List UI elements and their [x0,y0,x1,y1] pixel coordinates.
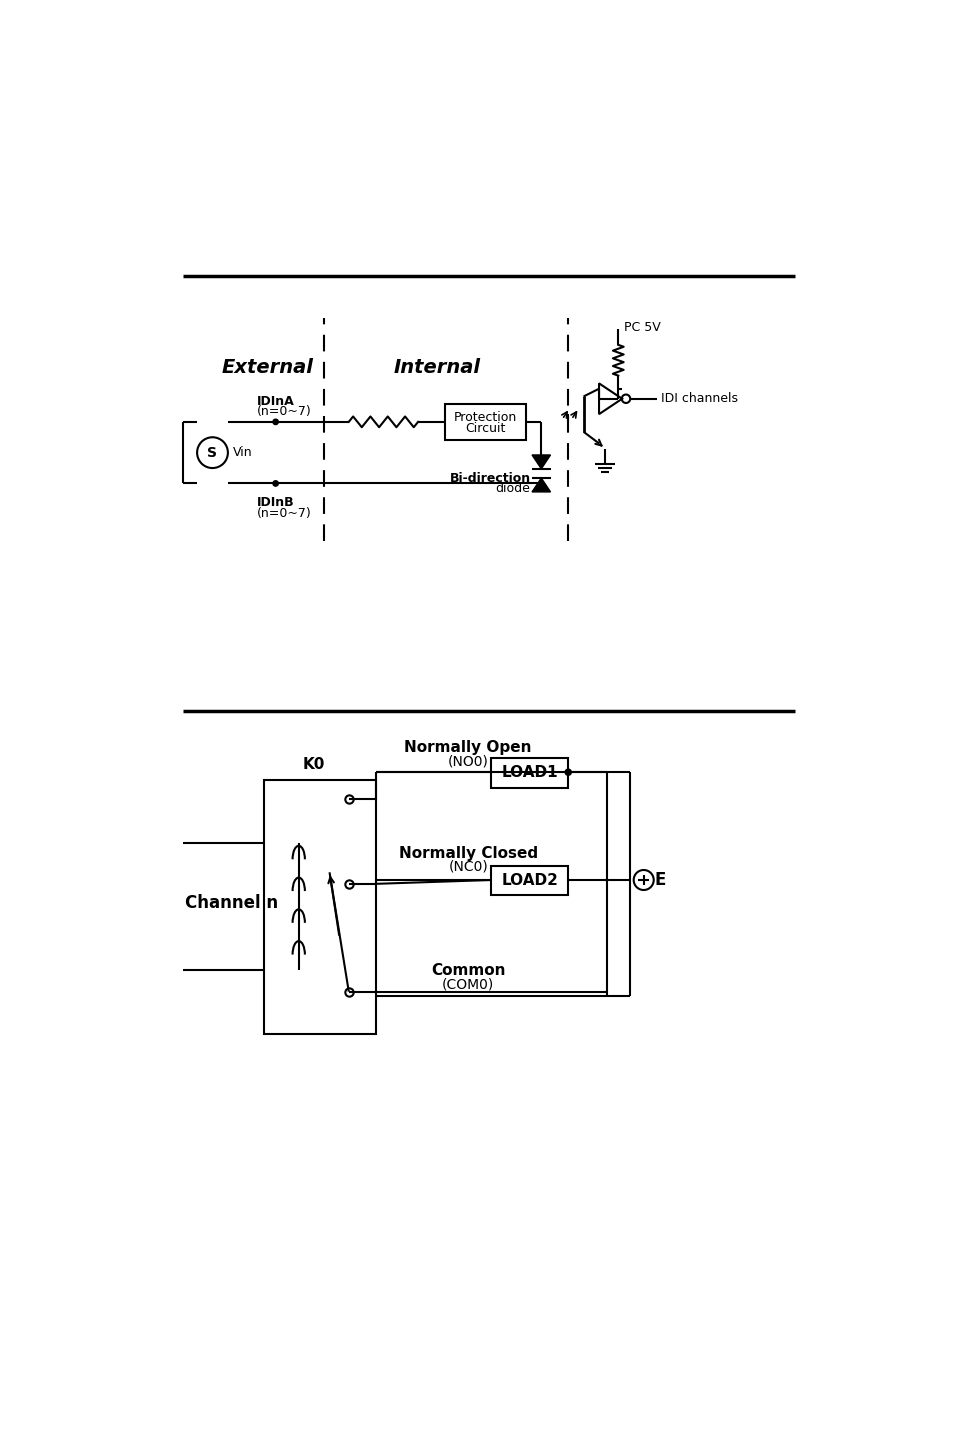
Text: LOAD2: LOAD2 [500,874,558,888]
Text: Channel n: Channel n [185,894,277,912]
Bar [264,779,375,1034]
Text: Common: Common [431,964,505,978]
Text: External: External [222,359,314,378]
Text: Normally Closed: Normally Closed [398,845,537,861]
Text: LOAD1: LOAD1 [501,765,558,781]
Text: diode: diode [496,482,530,495]
Text: Bi-direction: Bi-direction [449,472,530,485]
Circle shape [564,769,571,775]
Text: (NC0): (NC0) [448,859,488,874]
Text: E: E [654,871,665,889]
Text: (NO0): (NO0) [447,755,488,768]
Polygon shape [532,478,550,492]
Text: (n=0~7): (n=0~7) [256,405,311,419]
Text: (n=0~7): (n=0~7) [256,508,311,521]
Text: Normally Open: Normally Open [404,741,532,755]
Text: IDInA: IDInA [256,395,294,408]
Bar [491,758,568,788]
Text: PC 5V: PC 5V [624,320,660,333]
Text: Circuit: Circuit [465,422,505,435]
Text: Internal: Internal [394,359,480,378]
Bar [491,867,568,895]
Polygon shape [532,455,550,469]
Text: K0: K0 [302,756,325,772]
Text: S: S [207,446,217,459]
Circle shape [273,480,278,486]
Text: IDInB: IDInB [256,496,294,509]
Text: Vin: Vin [233,446,252,459]
Bar [444,405,525,439]
Text: (COM0): (COM0) [441,978,494,992]
Circle shape [273,419,278,425]
Text: Protection: Protection [454,410,517,425]
Text: IDI channels: IDI channels [659,392,737,405]
